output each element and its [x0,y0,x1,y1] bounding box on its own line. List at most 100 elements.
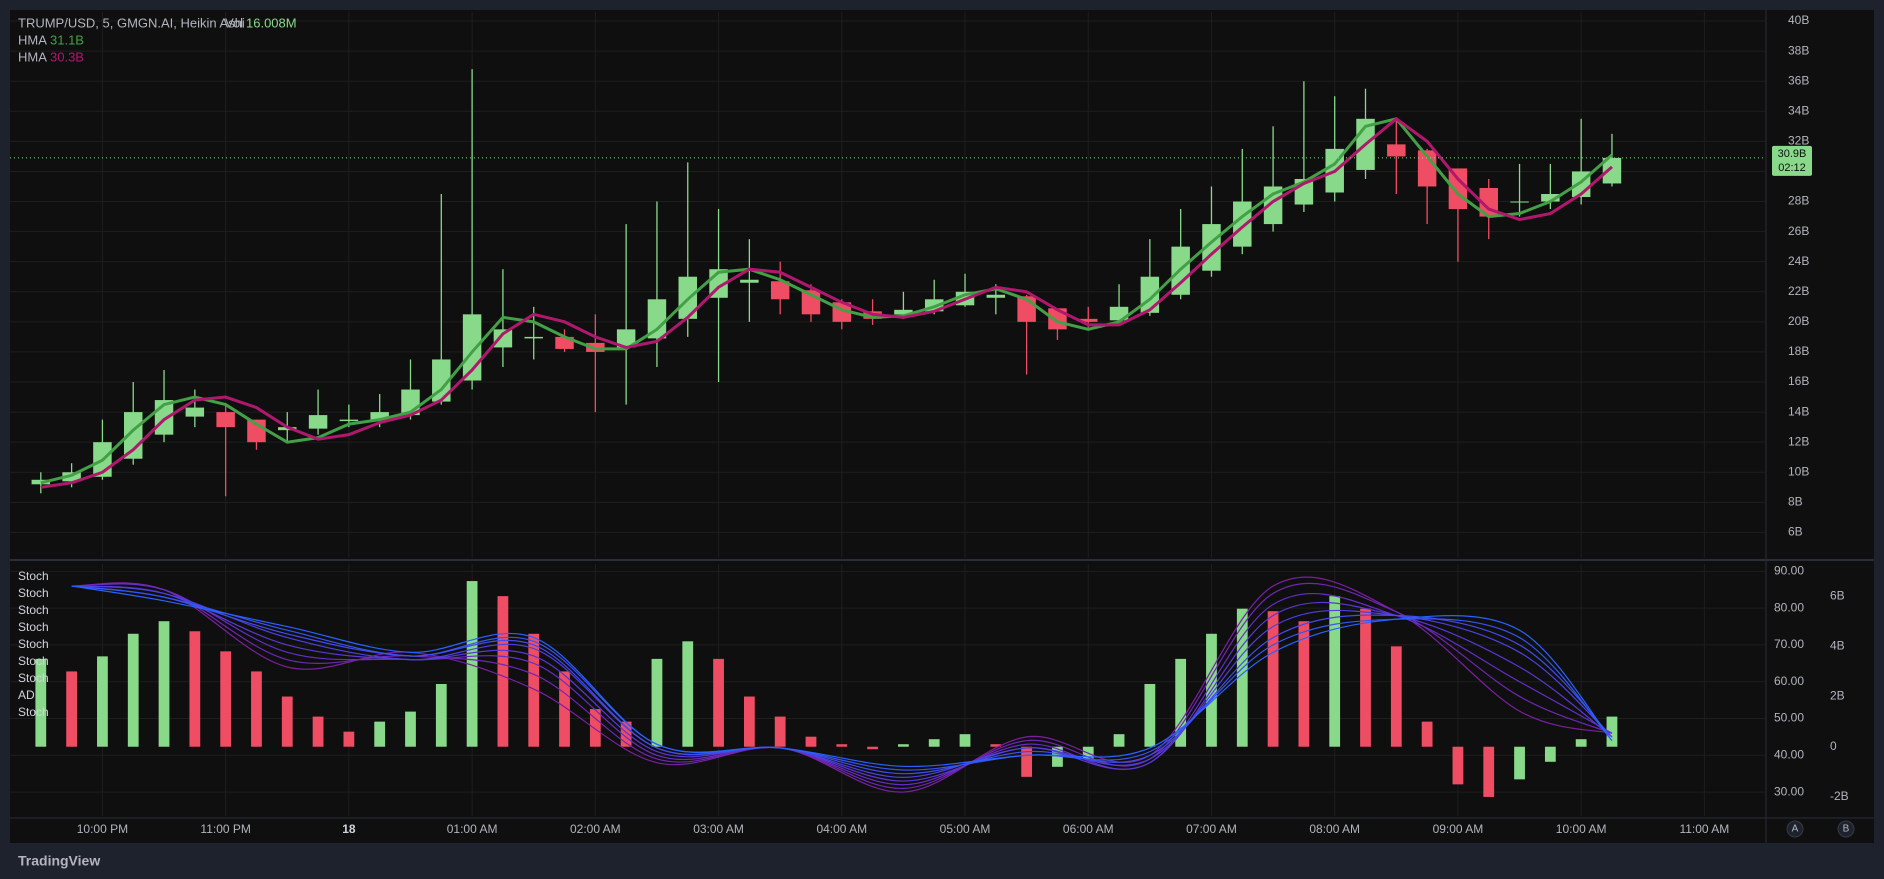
histogram-bar [251,671,262,747]
histogram-bar [1421,721,1433,747]
y2-tick-label: -2B [1830,789,1849,803]
x-tick-label: 06:00 AM [1063,822,1114,836]
histogram-bar [1575,739,1587,747]
histogram-bar [836,744,848,747]
x-tick-label: 07:00 AM [1186,822,1237,836]
candle-body [432,359,451,402]
histogram-bar [990,744,1002,747]
y-tick-label: 38B [1788,43,1809,57]
stoch-line [71,585,1613,778]
histogram-bar [466,581,478,747]
volume-value: 16.008M [246,15,297,30]
y-tick-label: 10B [1788,464,1809,478]
legend-value: 31.1B [50,32,84,47]
button[interactable] [1786,820,1804,838]
y-tick-label: 26B [1788,224,1809,238]
histogram-bar [374,721,386,747]
histogram-bar [1390,646,1402,747]
histogram-bar [928,739,940,747]
candle-body [894,309,913,315]
histogram-bar [1052,746,1063,767]
histogram-bar [589,709,601,747]
y-tick-label: 90.00 [1774,564,1804,578]
button-label[interactable]: B [1843,824,1850,835]
button-label[interactable]: A [1792,824,1799,835]
y-tick-label: 16B [1788,374,1809,388]
stoch-line [71,585,1613,771]
y-tick-label: 36B [1788,73,1809,87]
brand: TradingView [18,853,100,869]
y2-tick-label: 4B [1830,638,1845,652]
histogram-bar [312,716,324,747]
y2-tick-label: 6B [1830,588,1845,602]
histogram-bar [805,736,817,747]
candle-body [986,294,1006,298]
x-tick-label: 11:00 AM [1679,822,1729,836]
legend-name: Stoch [18,705,49,719]
histogram-bar [405,711,416,747]
x-tick-label: 09:00 AM [1433,822,1484,836]
histogram-bar [1452,746,1464,785]
y-tick-label: 24B [1788,254,1809,268]
marks: 10:00 PM 11:00 PM 18 01:00 AM 02:00 AM 03:00 … [10,12,1849,836]
histogram-bar [559,671,570,747]
histogram-bar [343,731,355,747]
legend-name: HMA [18,49,47,64]
y-tick-label: 6B [1788,525,1803,539]
histogram-bar [1021,746,1033,777]
histogram-bar [1113,734,1125,747]
x-tick-label: 01:00 AM [447,822,498,836]
legend-name: Stoch [18,586,49,600]
histogram-bar [867,746,878,750]
legend-name: AD [18,688,35,702]
y-tick-label: 28B [1788,194,1809,208]
histogram-bar [97,656,108,747]
histogram-bar [528,633,540,747]
x-tick-label: 18 [342,822,356,836]
symbol: TRUMP/USD, 5, GMGN.AI, Heikin Ashi [18,15,245,30]
histogram-bar [1144,683,1156,747]
histogram-bar [220,651,232,747]
legend-name: HMA [18,32,47,47]
legend-name: Stoch [18,569,49,583]
last-price-label: 30.9B [1778,148,1807,160]
y-tick-label: 50.00 [1774,711,1804,725]
legend-name: Stoch [18,620,49,634]
histogram-bar [651,658,663,747]
histogram-bar [1329,596,1341,747]
legend-value: 30.3B [50,49,84,64]
y-tick-label: 14B [1788,404,1809,418]
candle-body [770,281,790,300]
y-tick-label: 32B [1788,134,1809,148]
candle-body [647,299,667,339]
histogram-bar [898,744,909,747]
histogram-bar [682,641,694,747]
candle-body [308,415,328,429]
y-tick-label: 12B [1788,434,1809,448]
legend-name: Stoch [18,603,49,617]
histogram-bar [1514,746,1525,780]
histogram-bar [1298,621,1310,747]
histogram-bar [35,658,47,747]
x-tick-label: 04:00 AM [816,822,867,836]
y2-tick-label: 0 [1830,739,1837,753]
candle-body [1079,318,1098,322]
legend-name: Stoch [18,637,49,651]
stoch-line [71,583,1613,786]
histogram-bar [127,633,139,747]
candle-body [1417,150,1437,187]
x-tick-label: 03:00 AM [693,822,744,836]
histogram-bar [1360,608,1371,747]
y-tick-label: 8B [1788,495,1803,509]
histogram-bar [1175,658,1187,747]
stoch-line [71,576,1613,793]
histogram-bar [158,621,170,747]
histogram-bar [713,658,724,747]
histogram-bar [959,734,971,747]
histogram-bar [1606,716,1618,747]
candle-body [370,412,389,420]
legend-name: Stoch [18,654,49,668]
button[interactable] [1837,820,1855,838]
y2-tick-label: 2B [1830,689,1845,703]
